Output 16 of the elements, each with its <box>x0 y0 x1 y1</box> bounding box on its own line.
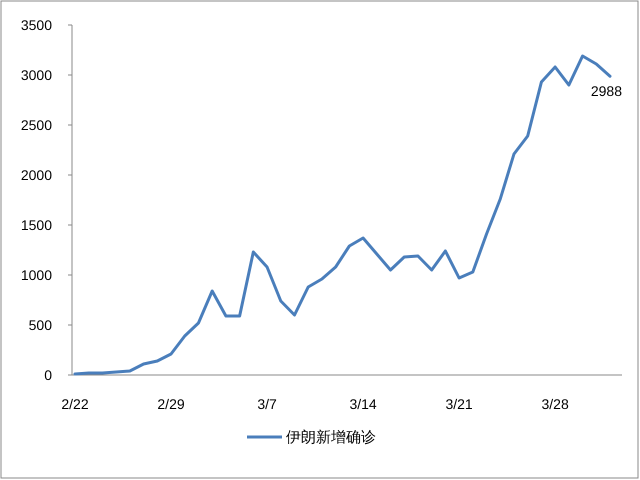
y-tick-label: 1500 <box>20 217 52 233</box>
x-tick-label: 3/14 <box>349 396 377 412</box>
x-tick-label: 3/28 <box>542 396 569 412</box>
y-tick-label: 3000 <box>20 67 52 83</box>
x-tick-label: 2/29 <box>157 396 185 412</box>
y-tick-label: 2000 <box>20 167 52 183</box>
x-tick-label: 3/7 <box>257 396 277 412</box>
x-tick-label: 2/22 <box>61 396 89 412</box>
x-tick-label: 3/21 <box>445 396 473 412</box>
y-tick-label: 500 <box>28 317 52 333</box>
y-tick-label: 3500 <box>20 17 52 33</box>
data-label: 2988 <box>590 83 622 100</box>
y-tick-label: 0 <box>44 367 52 383</box>
y-tick-label: 1000 <box>20 267 52 283</box>
legend-label: 伊朗新增确诊 <box>286 429 376 446</box>
y-tick-label: 2500 <box>20 117 52 133</box>
